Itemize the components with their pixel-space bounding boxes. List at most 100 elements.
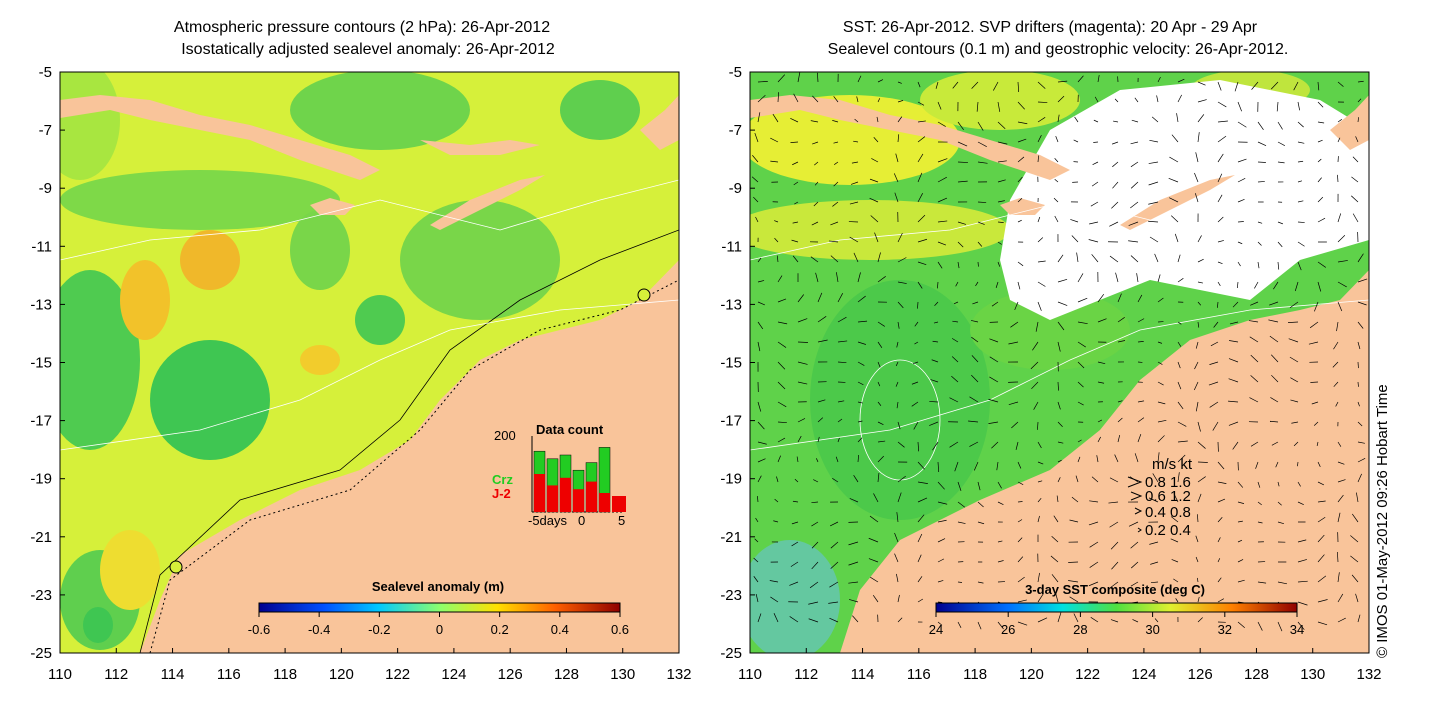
velocity-arrow	[1337, 81, 1344, 87]
velocity-legend-row: 0.6 1.2	[1145, 488, 1191, 505]
velocity-arrow	[1054, 178, 1059, 183]
velocity-arrow	[1237, 520, 1243, 523]
velocity-arrow	[814, 181, 819, 186]
velocity-arrow	[1033, 401, 1039, 410]
velocity-arrow	[1270, 397, 1279, 403]
velocity-arrow	[1150, 581, 1159, 584]
velocity-arrow	[1157, 361, 1163, 365]
velocity-arrow	[951, 356, 959, 363]
velocity-arrow	[876, 116, 879, 123]
velocity-arrow	[754, 538, 759, 543]
velocity-arrow	[830, 561, 839, 569]
velocity-arrow	[897, 116, 903, 123]
velocity-arrow	[829, 240, 839, 243]
velocity-arrow	[1173, 493, 1179, 503]
velocity-arrow	[1357, 253, 1364, 263]
velocity-arrow	[997, 160, 1007, 163]
velocity-arrow	[1073, 139, 1079, 143]
velocity-arrow	[1337, 461, 1345, 465]
velocity-arrow	[914, 321, 919, 327]
velocity-arrow	[1017, 176, 1023, 183]
velocity-arrow	[1130, 141, 1139, 145]
velocity-arrow	[1089, 500, 1099, 503]
velocity-arrow	[857, 272, 861, 283]
velocity-arrow	[877, 341, 883, 349]
velocity-arrow	[1277, 481, 1280, 487]
velocity-arrow	[937, 281, 939, 289]
velocity-arrow	[1337, 512, 1341, 523]
velocity-arrow	[1037, 260, 1046, 263]
velocity-arrow	[1357, 278, 1368, 283]
velocity-arrow	[877, 421, 884, 425]
velocity-arrow	[848, 561, 859, 566]
inset-bar-j2	[586, 481, 597, 512]
velocity-arrow	[1037, 135, 1042, 143]
velocity-arrow	[815, 272, 819, 283]
velocity-arrow	[1051, 535, 1059, 543]
velocity-arrow	[1075, 475, 1079, 483]
velocity-arrow	[897, 100, 904, 103]
velocity-arrow	[1237, 539, 1243, 543]
sst-field	[750, 72, 1310, 653]
velocity-legend: m/s kt 0.8 1.6 0.6 1.2 0.4 0.8 0.2 0.4	[1127, 456, 1193, 539]
velocity-arrow	[1069, 519, 1079, 523]
velocity-arrow	[1096, 455, 1099, 463]
velocity-arrow	[1037, 421, 1039, 430]
velocity-arrow	[954, 461, 959, 472]
velocity-arrow	[1289, 356, 1299, 363]
x-tick-label: 120	[1019, 666, 1044, 683]
velocity-arrow	[837, 361, 847, 364]
velocity-arrow	[917, 192, 923, 203]
velocity-arrow	[1088, 239, 1099, 243]
colorbar-tick-label: 30	[1145, 622, 1159, 637]
velocity-arrow	[1137, 417, 1145, 423]
velocity-arrow	[1114, 98, 1119, 103]
velocity-arrow	[897, 594, 900, 603]
velocity-arrow	[1269, 420, 1279, 423]
velocity-arrow	[853, 475, 859, 483]
velocity-arrow	[1217, 537, 1221, 543]
velocity-arrow	[1076, 252, 1079, 263]
velocity-arrow	[790, 141, 799, 144]
velocity-arrow	[1031, 381, 1039, 390]
inset-x-label: -5days	[528, 513, 568, 528]
velocity-arrow	[997, 101, 1001, 112]
velocity-arrow	[1097, 419, 1103, 423]
credit-text: © IMOS 01-May-2012 09:26 Hobart Time	[1374, 384, 1391, 658]
velocity-arrow	[1297, 160, 1304, 163]
velocity-arrow	[850, 181, 859, 185]
velocity-arrow	[777, 321, 788, 325]
velocity-arrow	[832, 201, 839, 207]
velocity-arrow	[791, 521, 799, 525]
velocity-arrow	[1337, 260, 1348, 263]
velocity-arrow	[1357, 421, 1363, 427]
x-tick-label: 132	[1356, 666, 1381, 683]
velocity-arrow	[1110, 541, 1119, 550]
velocity-arrow	[1032, 341, 1039, 351]
velocity-arrow	[977, 221, 985, 225]
velocity-arrow	[1010, 321, 1019, 328]
velocity-arrow	[857, 361, 865, 366]
velocity-arrow	[1350, 555, 1359, 563]
velocity-arrow	[997, 540, 1003, 543]
velocity-arrow	[1317, 121, 1325, 124]
velocity-arrow	[1057, 301, 1068, 306]
velocity-arrow	[1197, 476, 1206, 483]
velocity-arrow	[937, 241, 947, 246]
velocity-arrow	[937, 519, 947, 523]
velocity-arrow	[1337, 235, 1346, 243]
velocity-arrow	[776, 255, 779, 263]
velocity-arrow	[1317, 500, 1326, 503]
velocity-arrow	[929, 401, 939, 403]
inset-ymax: 200	[494, 428, 516, 443]
velocity-arrow	[810, 120, 819, 123]
velocity-arrow	[1209, 361, 1219, 365]
velocity-arrow	[977, 581, 984, 584]
velocity-arrow	[757, 81, 768, 83]
left-title-line2: Isostatically adjusted sealevel anomaly:…	[181, 41, 555, 58]
velocity-arrow	[989, 338, 999, 343]
velocity-arrow	[1297, 101, 1300, 111]
velocity-arrow	[1297, 481, 1301, 487]
velocity-arrow	[777, 421, 787, 424]
